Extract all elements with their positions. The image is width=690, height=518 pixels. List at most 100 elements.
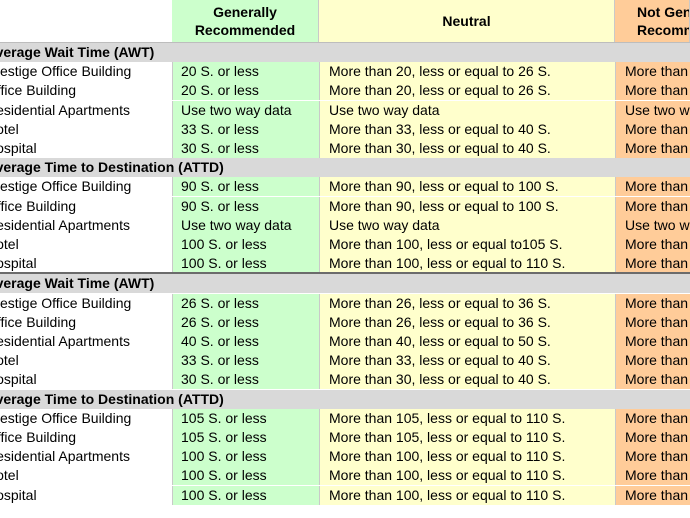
row-label: Hotel (0, 120, 172, 139)
recommended-cell: 90 S. or less (172, 197, 319, 216)
neutral-cell: More than 40, less or equal to 50 S. (319, 332, 615, 351)
recommended-cell: 33 S. or less (172, 120, 319, 139)
row-label: Residential Apartments (0, 101, 172, 120)
recommended-cell: 100 S. or less (172, 235, 319, 254)
recommended-cell: 30 S. or less (172, 370, 319, 389)
not-recommended-cell: More than 40 S. (615, 370, 690, 389)
row-label: Hotel (0, 351, 172, 370)
neutral-cell: More than 26, less or equal to 36 S. (319, 294, 615, 313)
table-row: Prestige Office Building 105 S. or less Mo… (0, 409, 690, 428)
section-header: Average Time to Destination (ATTD) (0, 158, 690, 177)
not-recommended-cell: More than 26 S. (615, 62, 690, 81)
not-recommended-cell: Use two way data (615, 101, 690, 120)
neutral-cell: More than 20, less or equal to 26 S. (319, 81, 615, 100)
recommended-cell: 26 S. or less (172, 294, 319, 313)
neutral-cell: More than 33, less or equal to 40 S. (319, 120, 615, 139)
table-row: Prestige Office Building 20 S. or less Mor… (0, 62, 690, 81)
table-row: Prestige Office Building 26 S. or less Mor… (0, 294, 690, 313)
neutral-cell: More than 90, less or equal to 100 S. (319, 197, 615, 216)
row-label: Residential Apartments (0, 447, 172, 466)
header-neutral-label: Neutral (442, 13, 491, 29)
recommended-cell: 105 S. or less (172, 409, 319, 428)
neutral-cell: Use two way data (319, 101, 615, 120)
recommended-cell: Use two way data (172, 101, 319, 120)
group-divider (0, 272, 690, 274)
not-recommended-cell: More than 110 S. (615, 409, 690, 428)
row-label: Prestige Office Building (0, 177, 172, 196)
neutral-cell: Use two way data (319, 216, 615, 235)
not-recommended-cell: More than 36 S. (615, 294, 690, 313)
neutral-cell: More than 20, less or equal to 26 S. (319, 62, 615, 81)
header-blank-cell (0, 0, 172, 42)
not-recommended-cell: More than 36 S. (615, 313, 690, 332)
row-label: Hospital (0, 254, 172, 273)
not-recommended-cell: More than 40 S. (615, 351, 690, 370)
row-label: Prestige Office Building (0, 294, 172, 313)
not-recommended-cell: More than 40 S. (615, 139, 690, 158)
section-header: Average Wait Time (AWT) (0, 43, 690, 62)
table-row: Prestige Office Building 90 S. or less Mor… (0, 177, 690, 196)
recommended-cell: 33 S. or less (172, 351, 319, 370)
row-label: Hotel (0, 235, 172, 254)
neutral-cell: More than 100, less or equal to 110 S. (319, 466, 615, 485)
not-recommended-cell: More than 100 S. (615, 177, 690, 196)
section-title: Average Wait Time (AWT) (0, 275, 155, 291)
row-label: Office Building (0, 313, 172, 332)
row-label: Residential Apartments (0, 216, 172, 235)
table-row: Residential Apartments 40 S. or less More … (0, 332, 690, 351)
neutral-cell: More than 100, less or equal to105 S. (319, 235, 615, 254)
row-label: Hospital (0, 139, 172, 158)
neutral-cell: More than 100, less or equal to 110 S. (319, 486, 615, 505)
not-recommended-cell: More than 110 S. (615, 447, 690, 466)
recommended-cell: 100 S. or less (172, 254, 319, 273)
recommended-cell: 105 S. or less (172, 428, 319, 447)
row-label: Office Building (0, 428, 172, 447)
neutral-cell: More than 30, less or equal to 40 S. (319, 139, 615, 158)
recommended-cell: 40 S. or less (172, 332, 319, 351)
not-recommended-cell: More than 100 S. (615, 197, 690, 216)
table-row: Residential Apartments Use two way data Us… (0, 216, 690, 235)
not-recommended-cell: More than 110 S. (615, 466, 690, 485)
not-recommended-cell: More than 110 S. (615, 428, 690, 447)
header-divider (0, 42, 690, 43)
recommended-cell: 100 S. or less (172, 486, 319, 505)
recommended-cell: 100 S. or less (172, 466, 319, 485)
not-recommended-cell: More than 110 S. (615, 254, 690, 273)
row-label: Office Building (0, 197, 172, 216)
not-recommended-cell: More than 50 S. (615, 332, 690, 351)
section-title: Average Wait Time (AWT) (0, 44, 155, 60)
header-not-recommended-label: Not Generally Recommended (637, 4, 689, 38)
row-label: Residential Apartments (0, 332, 172, 351)
header-not-recommended: Not Generally Recommended (615, 0, 690, 42)
row-label: Prestige Office Building (0, 62, 172, 81)
neutral-cell: More than 30, less or equal to 40 S. (319, 370, 615, 389)
header-recommended-label: Generally Recommended (194, 4, 296, 38)
section-title: Average Time to Destination (ATTD) (0, 159, 224, 175)
neutral-cell: More than 26, less or equal to 36 S. (319, 313, 615, 332)
recommended-cell: Use two way data (172, 216, 319, 235)
header-recommended: Generally Recommended (172, 0, 319, 42)
not-recommended-cell: Use two way data (615, 216, 690, 235)
recommended-cell: 30 S. or less (172, 139, 319, 158)
neutral-cell: More than 90, less or equal to 100 S. (319, 177, 615, 196)
section-title: Average Time to Destination (ATTD) (0, 391, 224, 407)
not-recommended-cell: More than 110 S. (615, 486, 690, 505)
table-row: Residential Apartments 100 S. or less More… (0, 447, 690, 466)
neutral-cell: More than 100, less or equal to 110 S. (319, 447, 615, 466)
section-header: Average Time to Destination (ATTD) (0, 390, 690, 409)
recommended-cell: 20 S. or less (172, 81, 319, 100)
row-label: Hospital (0, 370, 172, 389)
recommended-cell: 20 S. or less (172, 62, 319, 81)
